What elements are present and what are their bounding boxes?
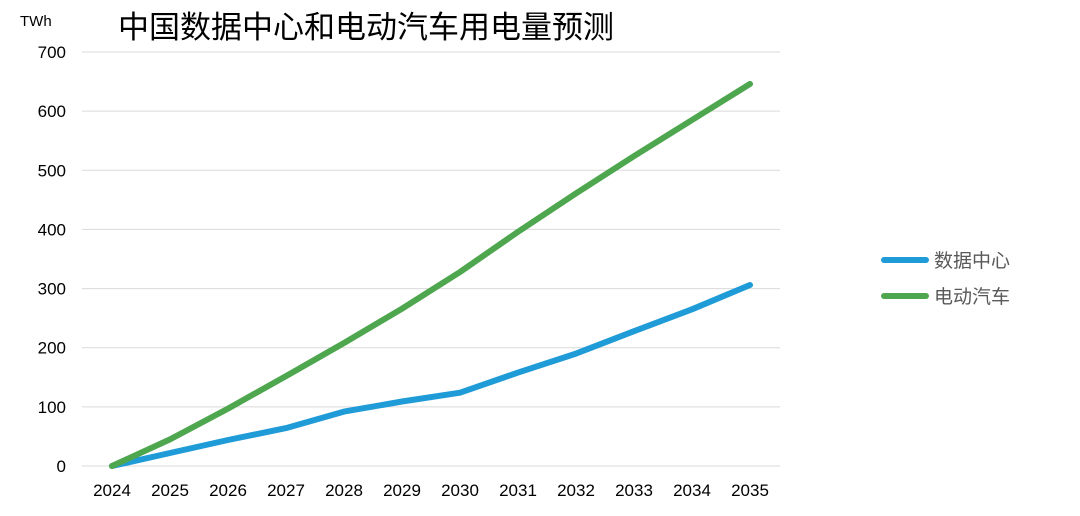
x-tick-label: 2024 — [93, 481, 131, 500]
y-axis-unit-label: TWh — [20, 13, 52, 30]
gridlines — [82, 51, 780, 408]
x-tick-label: 2025 — [151, 481, 189, 500]
series-line-0 — [109, 282, 753, 469]
y-tick-label: 100 — [38, 398, 66, 417]
x-tick-labels: 2024 2025 2026 2027 2028 2029 2030 2031 2032 2033… — [93, 481, 769, 500]
legend-label-0: 数据中心 — [934, 250, 1010, 272]
x-tick-label: 2030 — [441, 481, 479, 500]
chart-title: 中国数据中心和电动汽车用电量预测 — [118, 10, 614, 46]
x-tick-label: 2032 — [557, 481, 595, 500]
y-tick-label: 500 — [38, 161, 66, 180]
y-tick-label: 200 — [38, 339, 66, 358]
y-tick-label: 300 — [38, 280, 66, 299]
y-tick-label: 0 — [57, 457, 66, 476]
x-tick-label: 2028 — [325, 481, 363, 500]
x-tick-label: 2035 — [731, 481, 769, 500]
y-tick-labels: 0 100 200 300 400 500 600 700 — [38, 43, 66, 476]
legend-label-1: 电动汽车 — [934, 286, 1010, 308]
x-tick-label: 2034 — [673, 481, 711, 500]
x-tick-label: 2027 — [267, 481, 305, 500]
y-tick-label: 700 — [38, 43, 66, 62]
x-tick-label: 2031 — [499, 481, 537, 500]
x-tick-label: 2033 — [615, 481, 653, 500]
series-line-1 — [109, 80, 753, 469]
x-tick-label: 2026 — [209, 481, 247, 500]
x-tick-label: 2029 — [383, 481, 421, 500]
series-lines — [109, 80, 753, 469]
y-tick-label: 400 — [38, 220, 66, 239]
y-tick-label: 600 — [38, 102, 66, 121]
